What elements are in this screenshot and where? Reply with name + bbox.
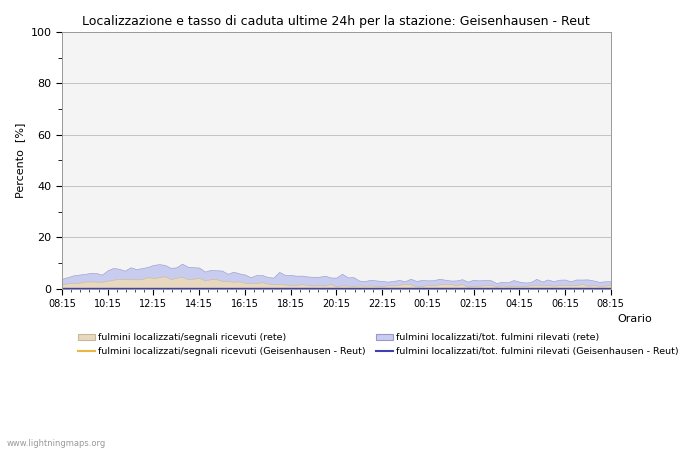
Legend: fulmini localizzati/segnali ricevuti (rete), fulmini localizzati/segnali ricevut: fulmini localizzati/segnali ricevuti (re… [78, 333, 679, 356]
Text: Orario: Orario [617, 314, 652, 324]
Title: Localizzazione e tasso di caduta ultime 24h per la stazione: Geisenhausen - Reut: Localizzazione e tasso di caduta ultime … [83, 15, 590, 28]
Y-axis label: Percento  [%]: Percento [%] [15, 123, 25, 198]
Text: www.lightningmaps.org: www.lightningmaps.org [7, 439, 106, 448]
